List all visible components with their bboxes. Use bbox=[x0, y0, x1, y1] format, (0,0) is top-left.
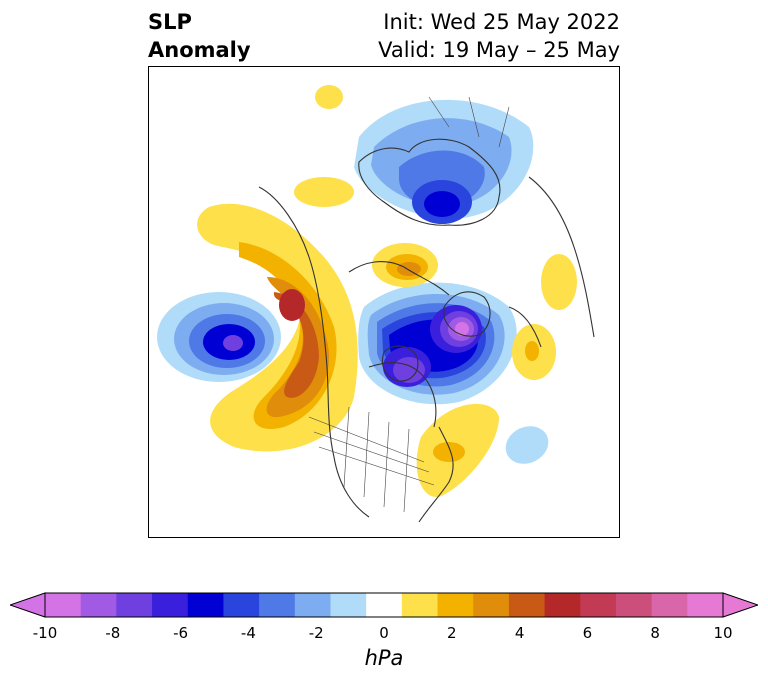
colorbar-cell bbox=[580, 593, 617, 617]
colorbar-extend-high bbox=[722, 592, 758, 618]
colorbar-cell bbox=[401, 593, 439, 617]
colorbar-cell bbox=[651, 593, 688, 617]
contour-negative bbox=[424, 191, 460, 217]
coastlines bbox=[258, 138, 595, 523]
colorbar-tick-label: 4 bbox=[514, 624, 525, 642]
colorbar-cell bbox=[259, 593, 296, 617]
contour-positive bbox=[266, 277, 330, 418]
colorbar-unit: hPa bbox=[364, 646, 404, 670]
colorbar-tick-label: 10 bbox=[713, 624, 733, 642]
map-title: SLP Anomaly bbox=[148, 8, 251, 64]
colorbar-cell bbox=[223, 593, 260, 617]
colorbar-cell bbox=[687, 593, 724, 617]
contour-positive bbox=[541, 254, 577, 310]
contour-positive bbox=[433, 442, 465, 462]
contour-positive bbox=[315, 85, 343, 109]
colorbar-cell bbox=[152, 593, 189, 617]
colorbar-cell bbox=[544, 593, 581, 617]
contour-positive bbox=[525, 341, 539, 361]
colorbar-tick-label: -6 bbox=[173, 624, 189, 642]
anomaly-map bbox=[157, 85, 595, 523]
colorbar-cells bbox=[45, 593, 724, 617]
contour-positive bbox=[273, 292, 319, 398]
contour-positive bbox=[397, 262, 421, 276]
colorbar-cell bbox=[45, 593, 82, 617]
contour-positive bbox=[294, 177, 354, 207]
colorbar-tick-label: -10 bbox=[32, 624, 58, 642]
colorbar-tick-label: -4 bbox=[240, 624, 256, 642]
colorbar-cell bbox=[615, 593, 653, 617]
state-borders bbox=[308, 96, 510, 513]
colorbar-tick-label: 6 bbox=[582, 624, 593, 642]
colorbar-cell bbox=[437, 593, 474, 617]
title-line-2: Anomaly bbox=[148, 38, 251, 62]
title-line-1: SLP bbox=[148, 10, 192, 34]
colorbar-cell bbox=[116, 593, 153, 617]
contour-negative bbox=[455, 322, 469, 336]
map-dates: Init: Wed 25 May 2022 Valid: 19 May – 25… bbox=[378, 8, 620, 64]
valid-range: Valid: 19 May – 25 May bbox=[378, 38, 620, 62]
colorbar-tick-label: -2 bbox=[308, 624, 324, 642]
contour-negative bbox=[505, 426, 549, 464]
colorbar-tick-label: 2 bbox=[447, 624, 457, 642]
anomaly-contours bbox=[157, 85, 577, 498]
contour-negative bbox=[223, 335, 243, 351]
colorbar-tick-label: -8 bbox=[105, 624, 121, 642]
colorbar bbox=[10, 592, 758, 618]
colorbar-cell bbox=[187, 593, 224, 617]
init-date: Init: Wed 25 May 2022 bbox=[383, 10, 620, 34]
colorbar-tick-label: 8 bbox=[650, 624, 660, 642]
contour-positive bbox=[279, 289, 305, 321]
colorbar-cell bbox=[330, 593, 367, 617]
colorbar-extend-low bbox=[10, 592, 46, 618]
colorbar-cell bbox=[80, 593, 117, 617]
map-panel bbox=[148, 66, 620, 538]
colorbar-outline bbox=[44, 592, 724, 618]
colorbar-cell bbox=[366, 593, 403, 617]
colorbar-cell bbox=[294, 593, 331, 617]
colorbar-cell bbox=[508, 593, 546, 617]
colorbar-tick-label: 0 bbox=[379, 624, 389, 642]
colorbar-cell bbox=[473, 593, 510, 617]
